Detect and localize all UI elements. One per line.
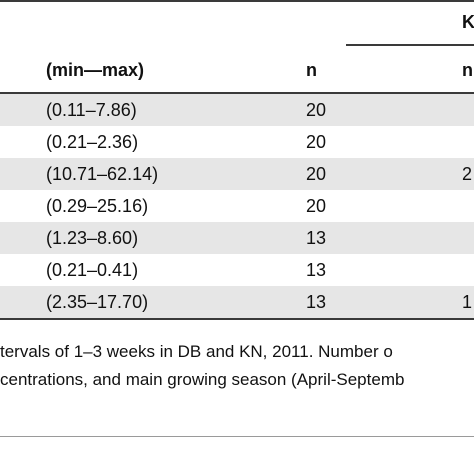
- table-row: (10.71–62.14) 20 2: [0, 158, 474, 190]
- n-cell: 13: [306, 260, 327, 280]
- group-header-right: K: [462, 12, 474, 32]
- bottom-rule: [0, 318, 474, 320]
- n2-cell: 1: [462, 292, 473, 312]
- top-rule: [0, 0, 474, 2]
- range-cell: (0.21–2.36): [46, 132, 139, 152]
- table-row: (0.21–2.36) 20: [0, 126, 474, 158]
- range-cell: (0.29–25.16): [46, 196, 149, 216]
- table-row: (0.21–0.41) 13: [0, 254, 474, 286]
- header-row: (min—max) n n: [0, 54, 474, 86]
- range-cell: (0.21–0.41): [46, 260, 139, 280]
- header-n-second: n: [462, 60, 473, 80]
- range-cell: (1.23–8.60): [46, 228, 139, 248]
- n-cell: 20: [306, 164, 327, 184]
- n-cell: 13: [306, 292, 327, 312]
- caption-line-2: centrations, and main growing season (Ap…: [0, 370, 405, 389]
- table-row: (0.11–7.86) 20: [0, 94, 474, 126]
- range-cell: (2.35–17.70): [46, 292, 149, 312]
- n-cell: 20: [306, 132, 327, 152]
- header-n: n: [306, 60, 317, 80]
- table-row: (0.29–25.16) 20: [0, 190, 474, 222]
- group-rule: [346, 44, 474, 46]
- table-row: (1.23–8.60) 13: [0, 222, 474, 254]
- n2-cell: 2: [462, 164, 473, 184]
- n-cell: 20: [306, 100, 327, 120]
- range-cell: (0.11–7.86): [46, 100, 137, 120]
- caption-rule: [0, 436, 474, 437]
- range-cell: (10.71–62.14): [46, 164, 159, 184]
- caption-line-1: tervals of 1–3 weeks in DB and KN, 2011.…: [0, 342, 393, 361]
- n-cell: 20: [306, 196, 327, 216]
- header-rule: [0, 92, 474, 94]
- header-range: (min—max): [46, 60, 145, 80]
- n-cell: 13: [306, 228, 327, 248]
- table-row: (2.35–17.70) 13 1: [0, 286, 474, 318]
